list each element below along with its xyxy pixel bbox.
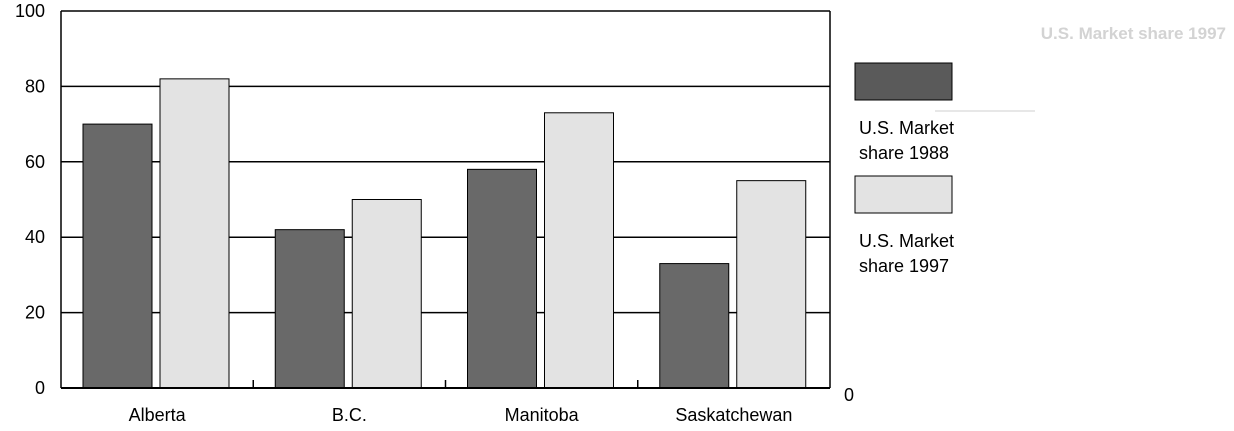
y-tick-label: 0 [35, 378, 45, 398]
bar-b-c--series-2 [351, 199, 422, 389]
legend-swatch-series-1 [854, 62, 953, 101]
y-tick-label: 60 [25, 152, 45, 172]
y-tick-label: 80 [25, 76, 45, 96]
legend-label-series-2: U.S. Market [859, 231, 954, 251]
x-tick-label: Alberta [129, 405, 187, 425]
x-tick-label: B.C. [332, 405, 367, 425]
legend-label-series-1: U.S. Market [859, 118, 954, 138]
x-tick-label: Manitoba [505, 405, 580, 425]
bar-manitoba-series-2 [544, 112, 614, 389]
bar-alberta-series-1 [82, 123, 153, 389]
axes [60, 10, 831, 389]
bar-b-c--series-1 [274, 229, 345, 389]
y-tick-label: 100 [15, 1, 45, 21]
bar-manitoba-series-1 [467, 168, 537, 389]
bar-saskatchewan-series-2 [736, 180, 807, 389]
legend-swatch-series-2 [854, 175, 953, 214]
legend-label-series-1: share 1988 [859, 143, 949, 163]
right-axis-tick-label: 0 [844, 385, 854, 405]
y-tick-label: 20 [25, 303, 45, 323]
bar-saskatchewan-series-1 [659, 263, 730, 389]
legend-label-series-2: share 1997 [859, 256, 949, 276]
faded-series-label: U.S. Market share 1997 [1040, 24, 1226, 43]
x-tick-label: Saskatchewan [675, 405, 792, 425]
legend: U.S. Market share 1988 U.S. Market share 19… [854, 62, 1035, 276]
y-tick-label: 40 [25, 227, 45, 247]
bar-alberta-series-2 [159, 78, 230, 389]
labels: Alberta B.C. Manitoba Saskatchewan 0 20 40 60 80… [15, 1, 854, 425]
bars [82, 78, 807, 389]
